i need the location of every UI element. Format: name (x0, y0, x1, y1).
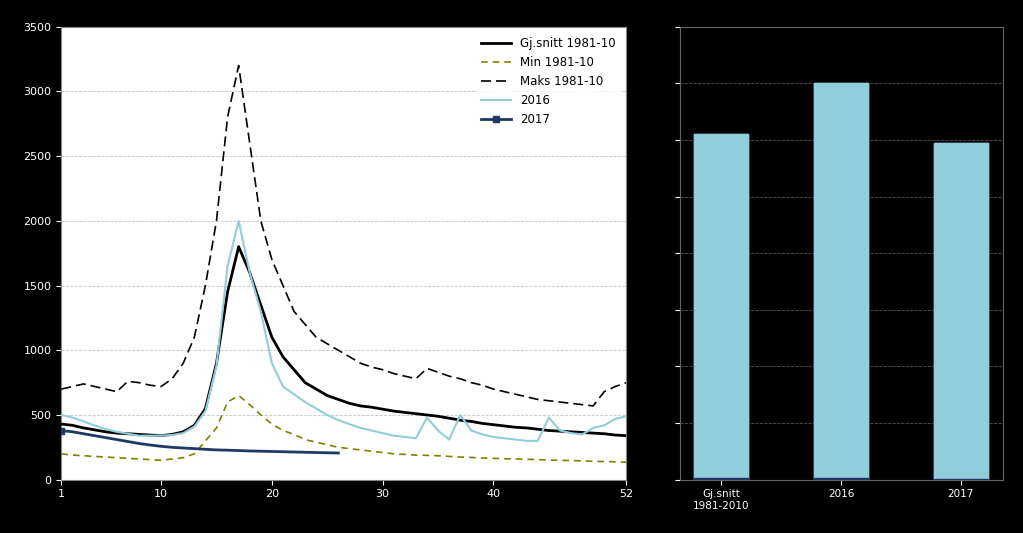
Bar (695, 134, 748, 480)
Bar (934, 143, 988, 480)
Bar (814, 83, 869, 480)
Bar (934, 479, 988, 480)
Bar (934, 143, 988, 480)
Bar (814, 478, 869, 480)
Bar (695, 479, 748, 480)
Legend: Gj.snitt 1981-10, Min 1981-10, Maks 1981-10, 2016, 2017: Gj.snitt 1981-10, Min 1981-10, Maks 1981… (477, 33, 621, 131)
Bar (814, 83, 869, 480)
Bar (695, 134, 748, 480)
